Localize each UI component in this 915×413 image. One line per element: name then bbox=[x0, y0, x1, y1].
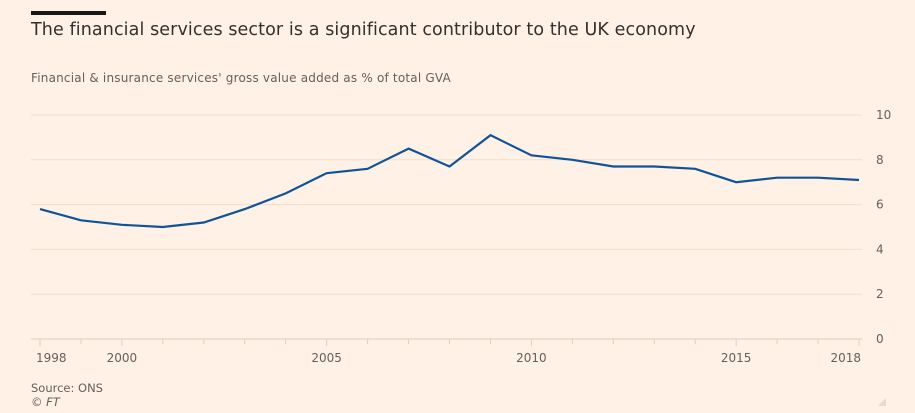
title-accent-rule bbox=[31, 11, 106, 15]
y-axis-labels: 0 2 4 6 8 10 bbox=[876, 108, 891, 346]
x-tick-label: 2005 bbox=[311, 351, 342, 365]
source-note: Source: ONS bbox=[31, 381, 103, 395]
series-line-0 bbox=[39, 133, 860, 229]
series bbox=[39, 133, 860, 229]
x-tick-label: 2015 bbox=[721, 351, 752, 365]
copyright-note: © FT bbox=[31, 395, 60, 409]
x-tick-label: 1998 bbox=[36, 351, 67, 365]
chart-title: The financial services sector is a signi… bbox=[31, 20, 696, 40]
chart-subtitle: Financial & insurance services' gross va… bbox=[31, 71, 451, 85]
y-tick-label: 2 bbox=[876, 287, 884, 301]
y-tick-label: 6 bbox=[876, 198, 884, 212]
x-tick-label: 2000 bbox=[107, 351, 138, 365]
x-axis bbox=[31, 338, 862, 346]
x-tick-label: 2010 bbox=[516, 351, 547, 365]
x-axis-labels: 1998 2000 2005 2010 2015 2018 bbox=[36, 351, 861, 365]
resize-handle-icon bbox=[878, 398, 886, 406]
y-tick-label: 4 bbox=[876, 242, 884, 256]
x-tick-label: 2018 bbox=[830, 351, 861, 365]
y-tick-label: 8 bbox=[876, 153, 884, 167]
y-tick-label: 0 bbox=[876, 332, 884, 346]
gridlines bbox=[31, 114, 862, 295]
y-tick-label: 10 bbox=[876, 108, 891, 122]
